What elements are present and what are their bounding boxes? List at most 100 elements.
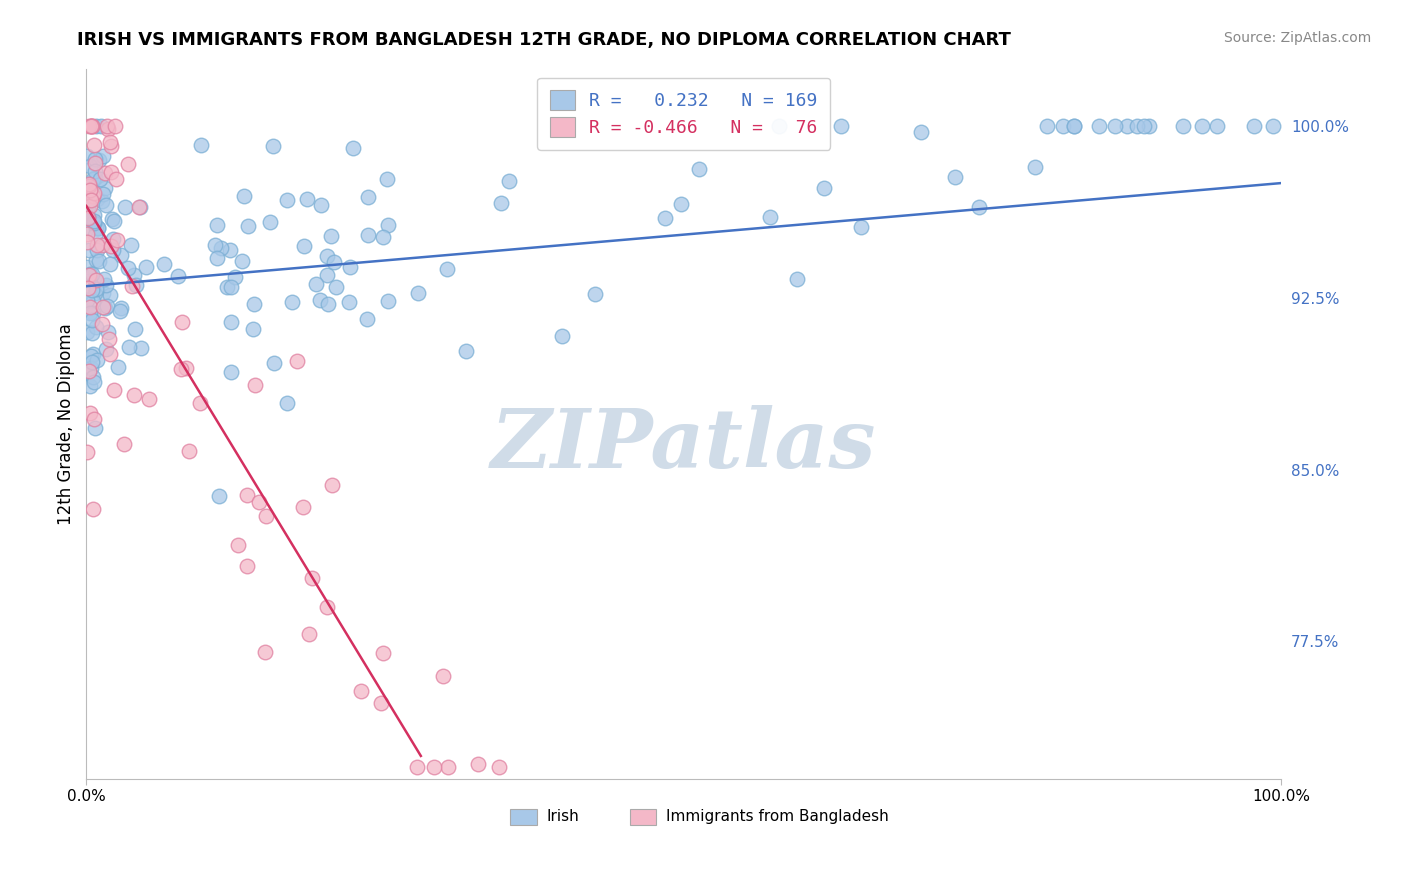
Point [84, 273, 107, 287]
Point [84, 320, 107, 334]
Point [339, 260, 361, 274]
Text: Immigrants from Bangladesh: Immigrants from Bangladesh [666, 809, 889, 824]
Point [98, 288, 121, 302]
Point [128, 200, 150, 214]
Point [262, 138, 284, 153]
Point [93, 272, 115, 286]
Point [498, 174, 520, 188]
Point [120, 237, 142, 252]
Point [90, 119, 112, 133]
Point [91, 238, 114, 252]
Point [276, 193, 298, 207]
Point [371, 646, 394, 660]
Point [89, 153, 111, 168]
Point [80, 119, 103, 133]
Point [1063, 119, 1085, 133]
Point [79, 177, 101, 191]
Point [76, 445, 98, 459]
Point [89, 253, 111, 268]
Point [315, 268, 337, 282]
Point [77, 211, 100, 225]
Point [117, 260, 139, 275]
Point [84, 221, 107, 235]
Point [83, 137, 105, 152]
Point [454, 344, 477, 359]
Point [80, 354, 103, 368]
Point [285, 354, 308, 368]
Point [370, 696, 392, 710]
Point [83, 186, 105, 201]
Point [79, 183, 101, 197]
Point [84, 285, 107, 300]
Point [350, 684, 373, 698]
Point [166, 269, 188, 284]
Point [98, 346, 121, 360]
Point [80, 326, 103, 340]
Point [77, 119, 100, 133]
Point [107, 360, 129, 375]
Point [830, 119, 852, 133]
Point [114, 201, 136, 215]
Point [86, 244, 108, 258]
Point [80, 182, 103, 196]
Point [103, 232, 125, 246]
Point [1052, 119, 1074, 133]
Point [84, 421, 107, 435]
Point [79, 406, 101, 420]
Point [321, 228, 343, 243]
Point [292, 238, 315, 252]
Point [84, 152, 107, 166]
Point [96, 342, 118, 356]
Point [177, 443, 200, 458]
Point [226, 538, 249, 552]
Point [83, 214, 105, 228]
Point [209, 241, 232, 255]
Point [101, 243, 124, 257]
Point [94, 277, 117, 292]
Point [1063, 119, 1085, 133]
Point [254, 508, 277, 523]
Point [129, 200, 152, 214]
Point [89, 172, 111, 186]
Point [84, 253, 107, 268]
Point [125, 277, 148, 292]
Point [377, 293, 399, 308]
Point [219, 243, 242, 257]
Point [94, 198, 117, 212]
Point [97, 122, 120, 136]
Point [371, 230, 394, 244]
Point [813, 181, 835, 195]
Point [82, 306, 104, 320]
Point [1206, 119, 1229, 133]
Point [321, 478, 343, 492]
Point [104, 119, 127, 133]
Point [93, 301, 115, 315]
FancyBboxPatch shape [630, 809, 657, 825]
Point [205, 219, 228, 233]
Point [124, 321, 146, 335]
Point [943, 169, 966, 184]
Point [224, 269, 246, 284]
Point [1191, 119, 1213, 133]
Point [436, 261, 458, 276]
Point [79, 199, 101, 213]
Point [83, 411, 105, 425]
Point [342, 141, 364, 155]
Point [77, 200, 100, 214]
Point [82, 188, 104, 202]
Point [96, 299, 118, 313]
Point [316, 599, 339, 614]
Point [467, 757, 489, 772]
Point [138, 392, 160, 406]
Point [1173, 119, 1195, 133]
Point [84, 156, 107, 170]
Point [110, 301, 132, 315]
Point [84, 164, 107, 178]
Point [153, 256, 176, 270]
Point [79, 379, 101, 393]
Point [86, 238, 108, 252]
Point [76, 195, 98, 210]
Point [208, 489, 231, 503]
Text: IRISH VS IMMIGRANTS FROM BANGLADESH 12TH GRADE, NO DIPLOMA CORRELATION CHART: IRISH VS IMMIGRANTS FROM BANGLADESH 12TH… [77, 31, 1011, 49]
Point [80, 313, 103, 327]
